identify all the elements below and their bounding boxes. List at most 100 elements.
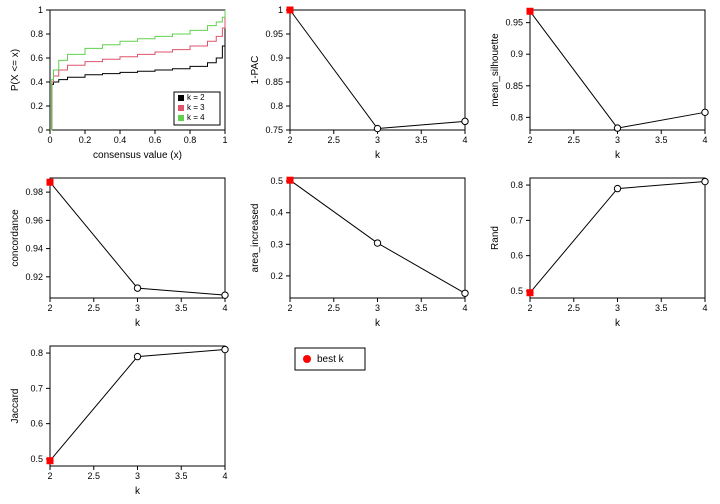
best-k-marker	[527, 8, 533, 14]
svg-text:Rand: Rand	[490, 226, 501, 250]
metric-plot-Rand: 2 2.5 3 3.5 4 0.5 0.6 0.7 0.8 k Rand	[480, 168, 720, 336]
svg-text:1-PAC: 1-PAC	[250, 56, 261, 85]
svg-text:0.5: 0.5	[30, 454, 43, 464]
svg-text:3: 3	[135, 471, 140, 481]
svg-text:4: 4	[702, 303, 707, 313]
svg-text:4: 4	[222, 471, 227, 481]
svg-text:3: 3	[375, 303, 380, 313]
svg-text:3.5: 3.5	[655, 303, 668, 313]
svg-text:0.4: 0.4	[30, 77, 43, 87]
svg-text:k: k	[135, 486, 141, 497]
svg-text:0.9: 0.9	[510, 49, 523, 59]
best-k-icon	[303, 355, 311, 363]
svg-text:k: k	[375, 318, 381, 329]
svg-text:4: 4	[702, 135, 707, 145]
svg-text:0.6: 0.6	[30, 53, 43, 63]
svg-text:0.8: 0.8	[270, 101, 283, 111]
svg-text:2: 2	[527, 303, 532, 313]
svg-text:2.5: 2.5	[327, 135, 340, 145]
svg-text:3: 3	[375, 135, 380, 145]
svg-text:0.92: 0.92	[25, 272, 43, 282]
svg-text:2.5: 2.5	[87, 303, 100, 313]
svg-text:k: k	[615, 318, 621, 329]
svg-text:0.75: 0.75	[265, 125, 283, 135]
svg-text:0.85: 0.85	[265, 77, 283, 87]
svg-text:4: 4	[462, 303, 467, 313]
svg-text:1: 1	[278, 5, 283, 15]
svg-text:0.5: 0.5	[510, 286, 523, 296]
svg-text:Jaccard: Jaccard	[10, 388, 21, 423]
svg-text:2.5: 2.5	[567, 135, 580, 145]
svg-text:0.4: 0.4	[114, 135, 127, 145]
svg-text:2: 2	[527, 135, 532, 145]
svg-text:3: 3	[615, 135, 620, 145]
svg-text:0.3: 0.3	[270, 239, 283, 249]
svg-text:0.8: 0.8	[510, 112, 523, 122]
svg-text:3.5: 3.5	[415, 135, 428, 145]
svg-text:0.8: 0.8	[184, 135, 197, 145]
svg-text:3.5: 3.5	[175, 471, 188, 481]
best-k-marker	[47, 179, 53, 185]
svg-text:area_increased: area_increased	[250, 204, 261, 273]
svg-text:3: 3	[615, 303, 620, 313]
svg-text:0: 0	[47, 135, 52, 145]
svg-text:0.7: 0.7	[510, 215, 523, 225]
svg-text:0: 0	[38, 125, 43, 135]
svg-text:0.2: 0.2	[30, 101, 43, 111]
svg-text:0.8: 0.8	[510, 180, 523, 190]
metric-plot-mean_silhouette: 2 2.5 3 3.5 4 0.8 0.85 0.9 0.95 k mean_silhouette	[480, 0, 720, 168]
empty-cell	[480, 336, 720, 504]
svg-text:0.4: 0.4	[270, 208, 283, 218]
svg-text:2: 2	[47, 303, 52, 313]
svg-text:0.98: 0.98	[25, 187, 43, 197]
svg-text:k: k	[375, 150, 381, 161]
svg-text:0.96: 0.96	[25, 215, 43, 225]
svg-text:0.6: 0.6	[149, 135, 162, 145]
svg-text:2.5: 2.5	[567, 303, 580, 313]
svg-text:k = 2: k = 2	[187, 93, 205, 102]
best-k-legend-panel: best k	[240, 336, 480, 504]
best-k-marker	[527, 290, 533, 296]
metric-plot-Jaccard: 2 2.5 3 3.5 4 0.5 0.6 0.7 0.8 k Jaccard	[0, 336, 240, 504]
best-k-marker	[47, 458, 53, 464]
best-k-label: best k	[317, 354, 345, 365]
svg-text:0.95: 0.95	[505, 18, 523, 28]
best-k-marker	[287, 177, 293, 183]
ecdf-plot: 0 0.2 0.4 0.6 0.8 1 0 0.2 0.4 0.6 0.8 1 consensus va…	[0, 0, 240, 168]
svg-text:3: 3	[135, 303, 140, 313]
svg-text:1: 1	[222, 135, 227, 145]
svg-text:4: 4	[222, 303, 227, 313]
svg-text:k = 4: k = 4	[187, 113, 205, 122]
metric-plot-concordance: 22.533.540.920.940.960.98kconcordance	[0, 168, 240, 336]
ecdf-legend: k = 2k = 3k = 4	[174, 92, 220, 125]
svg-text:2.5: 2.5	[87, 471, 100, 481]
svg-text:2: 2	[47, 471, 52, 481]
metric-plot-area_increased: 22.533.540.20.30.40.5karea_increased	[240, 168, 480, 336]
svg-text:0.8: 0.8	[30, 29, 43, 39]
svg-text:3.5: 3.5	[415, 303, 428, 313]
svg-text:k: k	[615, 150, 621, 161]
svg-text:1: 1	[38, 5, 43, 15]
svg-text:P(X <= x): P(X <= x)	[10, 49, 21, 91]
svg-text:0.85: 0.85	[505, 81, 523, 91]
svg-text:0.6: 0.6	[510, 251, 523, 261]
svg-text:0.5: 0.5	[270, 176, 283, 186]
metric-plot-1-PAC: 2 2.5 3 3.5 4 0.75 0.8 0.85 0.9 0.95 1 k 1-PAC	[240, 0, 480, 168]
best-k-marker	[287, 7, 293, 13]
svg-text:0.6: 0.6	[30, 419, 43, 429]
svg-text:2: 2	[287, 303, 292, 313]
svg-text:concordance: concordance	[10, 209, 21, 267]
svg-text:0.8: 0.8	[30, 348, 43, 358]
svg-text:k: k	[135, 318, 141, 329]
svg-text:consensus value (x): consensus value (x)	[93, 150, 182, 161]
svg-text:2: 2	[287, 135, 292, 145]
svg-text:mean_silhouette: mean_silhouette	[490, 33, 501, 107]
svg-text:0.2: 0.2	[270, 271, 283, 281]
svg-text:0.2: 0.2	[79, 135, 92, 145]
svg-text:3.5: 3.5	[175, 303, 188, 313]
svg-text:3.5: 3.5	[655, 135, 668, 145]
svg-text:0.9: 0.9	[270, 53, 283, 63]
svg-text:0.95: 0.95	[265, 29, 283, 39]
svg-text:4: 4	[462, 135, 467, 145]
svg-text:0.7: 0.7	[30, 383, 43, 393]
